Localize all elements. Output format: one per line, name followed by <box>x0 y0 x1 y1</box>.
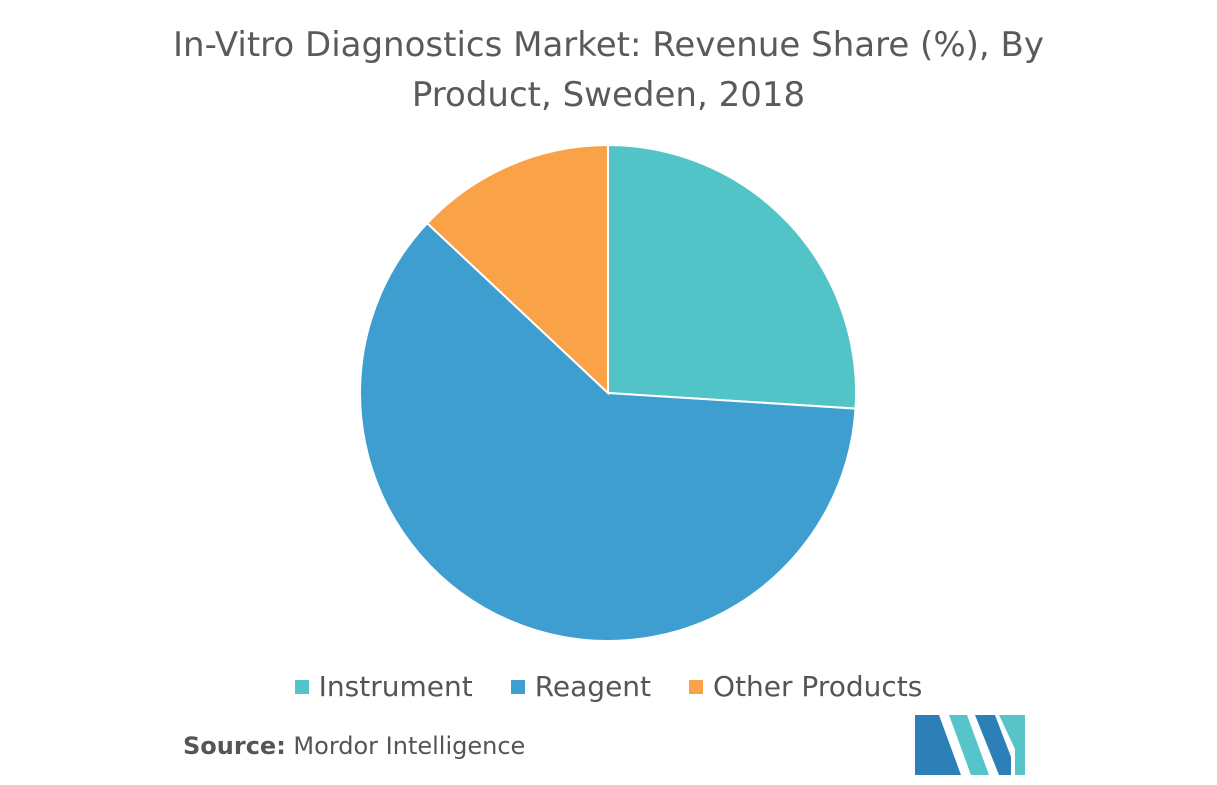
legend-label-other-products: Other Products <box>713 670 923 703</box>
legend-swatch-reagent <box>510 679 525 694</box>
pie-slice-other-products <box>425 143 609 396</box>
chart-title: In-Vitro Diagnostics Market: Revenue Sha… <box>60 20 1157 120</box>
pie-slice-instrument <box>607 143 857 410</box>
legend-item-other-products: Other Products <box>689 670 922 703</box>
chart-legend: Instrument Reagent Other Products <box>0 670 1217 703</box>
source-label: Source: <box>183 732 286 760</box>
source-note: Source: Mordor Intelligence <box>183 732 525 760</box>
source-text: Mordor Intelligence <box>285 732 526 760</box>
legend-label-reagent: Reagent <box>534 670 652 703</box>
legend-swatch-instrument <box>294 679 309 694</box>
chart-title-line-2: Product, Sweden, 2018 <box>411 75 806 115</box>
pie-slice-reagent <box>359 221 857 642</box>
legend-label-instrument: Instrument <box>318 670 473 703</box>
mordor-intelligence-logo-icon <box>915 715 1025 775</box>
legend-swatch-other-products <box>689 679 704 694</box>
legend-item-instrument: Instrument <box>294 670 473 703</box>
chart-title-line-1: In-Vitro Diagnostics Market: Revenue Sha… <box>173 25 1044 65</box>
legend-item-reagent: Reagent <box>510 670 652 703</box>
